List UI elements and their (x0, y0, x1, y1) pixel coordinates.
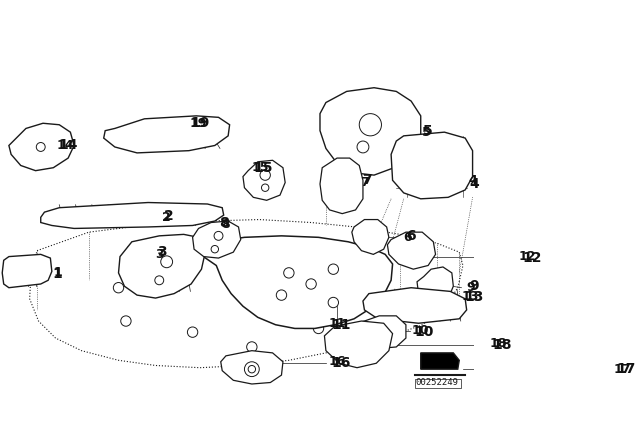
Circle shape (214, 232, 223, 240)
Polygon shape (363, 288, 467, 323)
Text: 2: 2 (164, 209, 173, 223)
Circle shape (121, 316, 131, 326)
Polygon shape (417, 267, 453, 306)
Text: 9: 9 (469, 279, 479, 293)
Text: 5: 5 (422, 125, 430, 138)
Polygon shape (387, 232, 436, 269)
Polygon shape (320, 158, 363, 214)
Text: 3: 3 (155, 248, 164, 261)
Circle shape (246, 342, 257, 352)
Text: 4: 4 (469, 177, 479, 191)
Text: 6: 6 (403, 231, 412, 244)
Polygon shape (104, 116, 230, 153)
Text: 15: 15 (252, 161, 269, 174)
Text: 14: 14 (56, 139, 74, 152)
Text: 17: 17 (614, 363, 631, 376)
Circle shape (113, 283, 124, 293)
Text: 9: 9 (466, 281, 475, 294)
Polygon shape (29, 220, 463, 368)
Circle shape (328, 297, 339, 308)
Circle shape (306, 279, 316, 289)
Text: 16: 16 (331, 356, 351, 370)
Text: 7: 7 (360, 176, 369, 189)
Text: 19: 19 (190, 117, 207, 130)
Polygon shape (391, 132, 472, 199)
Polygon shape (9, 123, 74, 171)
Circle shape (155, 276, 164, 285)
Circle shape (248, 366, 255, 373)
Text: 14: 14 (58, 138, 78, 152)
Polygon shape (193, 236, 392, 328)
Text: 19: 19 (190, 116, 210, 130)
Text: 13: 13 (465, 289, 484, 304)
Polygon shape (356, 316, 406, 349)
Circle shape (359, 114, 381, 136)
Polygon shape (420, 353, 460, 369)
Text: 15: 15 (253, 161, 273, 175)
Text: 10: 10 (412, 324, 429, 337)
Text: 12: 12 (522, 251, 541, 265)
Circle shape (211, 246, 218, 253)
Text: 11: 11 (331, 318, 351, 332)
Circle shape (314, 323, 324, 334)
Text: 17: 17 (616, 362, 636, 376)
Circle shape (260, 170, 270, 180)
Circle shape (36, 142, 45, 151)
Text: 2: 2 (163, 211, 171, 224)
Text: 8: 8 (221, 218, 230, 231)
Circle shape (188, 327, 198, 337)
Text: 18: 18 (489, 337, 506, 350)
Circle shape (328, 264, 339, 274)
Polygon shape (2, 254, 52, 288)
Polygon shape (324, 321, 392, 368)
Polygon shape (320, 88, 420, 175)
Circle shape (276, 290, 287, 300)
Circle shape (284, 268, 294, 278)
Polygon shape (221, 351, 283, 384)
Text: 18: 18 (492, 339, 512, 353)
Text: 10: 10 (414, 325, 433, 339)
Text: 13: 13 (461, 290, 479, 303)
Polygon shape (243, 160, 285, 200)
FancyBboxPatch shape (415, 379, 461, 388)
Circle shape (262, 184, 269, 191)
Text: 1: 1 (53, 267, 63, 281)
Text: 7: 7 (362, 173, 371, 187)
Text: 8: 8 (219, 215, 228, 229)
Text: 3: 3 (157, 245, 166, 259)
Text: 00252249: 00252249 (415, 378, 458, 387)
Text: 16: 16 (328, 355, 346, 368)
Text: 4: 4 (468, 174, 477, 187)
Text: 6: 6 (406, 229, 416, 243)
Text: 1: 1 (53, 267, 62, 280)
Circle shape (244, 362, 259, 377)
Polygon shape (118, 234, 206, 298)
Polygon shape (352, 220, 389, 254)
Text: 11: 11 (328, 317, 346, 330)
Polygon shape (193, 221, 241, 258)
Circle shape (357, 141, 369, 153)
Text: 5: 5 (423, 124, 433, 138)
Circle shape (161, 256, 173, 268)
Polygon shape (41, 202, 224, 228)
Text: 12: 12 (518, 250, 536, 263)
